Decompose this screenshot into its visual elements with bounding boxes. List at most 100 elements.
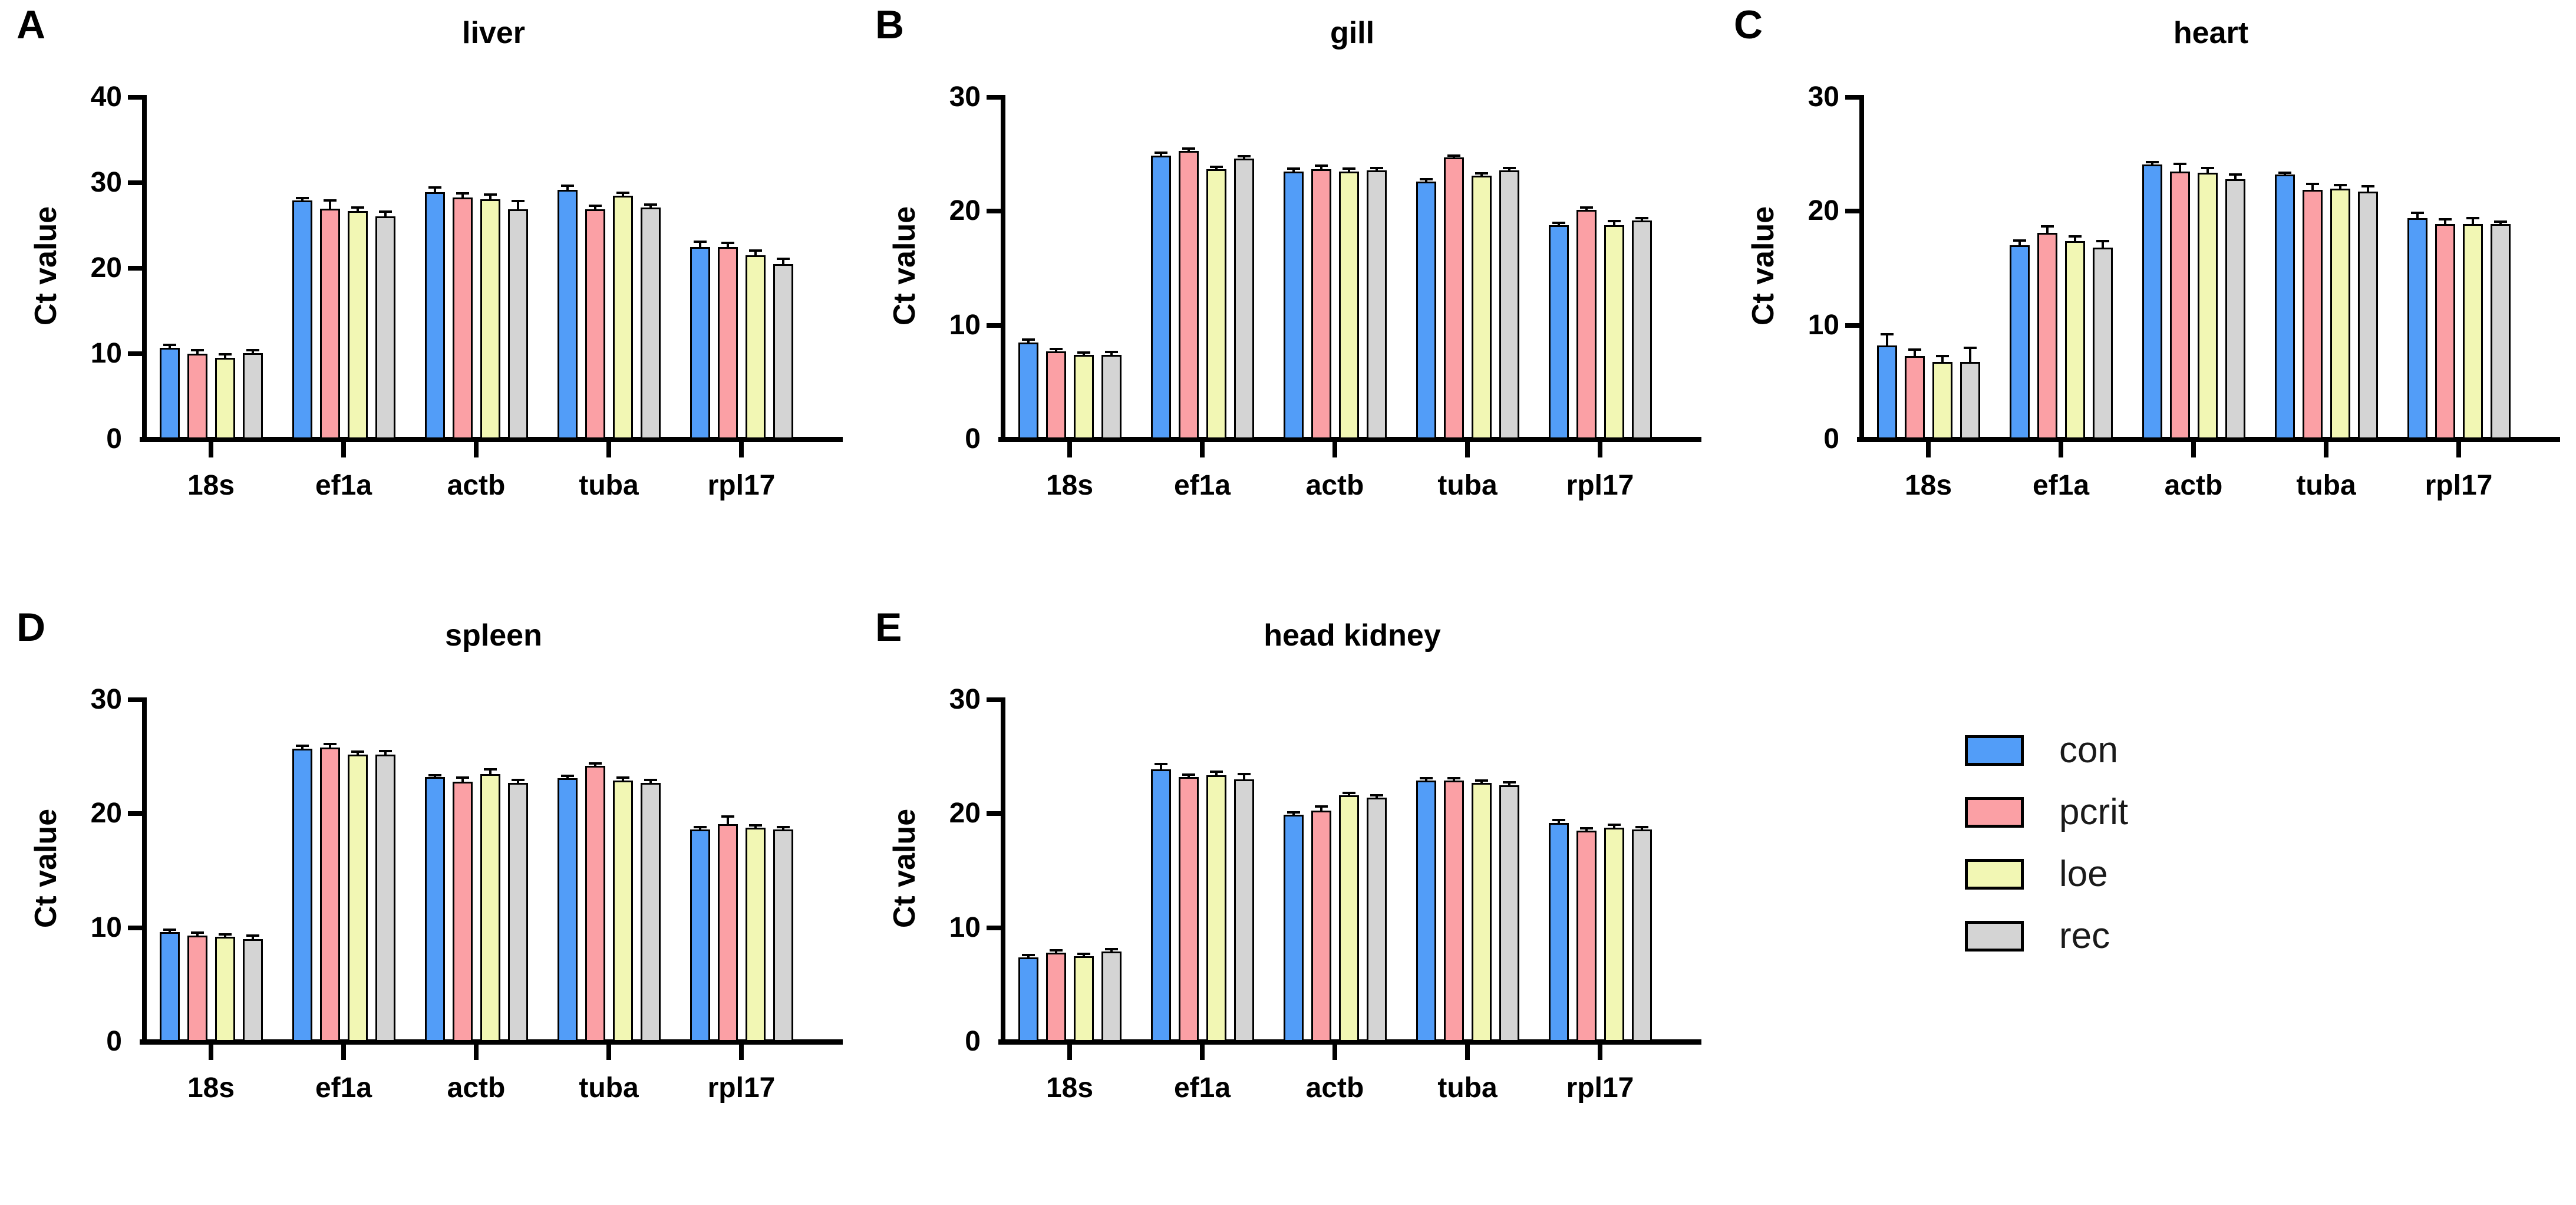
bar-rec-rpl17 [773,264,793,439]
bar-pcrit-18s [1045,953,1066,1042]
error-bar-cap [190,348,204,351]
x-tick-label: ef1a [315,1072,372,1104]
bar-rec-tuba [1499,170,1519,439]
error-bar-line [1082,955,1085,957]
y-tick-label: 10 [1808,309,1839,341]
legend-swatch-pcrit [1965,797,2024,828]
error-bar-cap [616,191,629,194]
error-bar-line [461,195,464,199]
error-bar-cap [2013,239,2026,242]
error-bar-line [1612,825,1615,829]
bar-rec-18s [1101,952,1122,1042]
bar-pcrit-rpl17 [1576,210,1597,439]
error-bar-cap [2068,235,2082,238]
bar-con-actb [2142,164,2162,439]
bar-con-ef1a [292,200,312,439]
bar-rec-18s [242,939,263,1042]
x-tick-label: actb [1305,1072,1364,1104]
bar-rec-ef1a [1233,779,1254,1042]
bar-con-18s [1876,345,1897,439]
error-bar-cap [1552,818,1565,821]
error-bar-line [251,937,254,940]
error-bar-cap [1475,779,1488,782]
error-bar-line [1347,169,1350,173]
x-tick-label: tuba [1437,470,1498,501]
error-bar-line [516,202,519,210]
error-bar-line [1585,208,1588,212]
error-bar-line [1215,772,1218,776]
error-bar-cap [1963,347,1977,350]
error-bar-cap [1552,221,1565,224]
x-tick [209,442,213,457]
bar-rec-actb [1366,798,1387,1042]
error-bar-line [384,752,387,756]
bar-loe-18s [1073,354,1094,439]
error-bar-line [1187,775,1190,779]
bar-con-ef1a [1150,155,1171,439]
bar-pcrit-actb [452,782,473,1042]
bar-rec-tuba [1499,785,1519,1042]
error-bar-cap [1314,805,1328,808]
error-bar-cap [323,199,337,202]
error-bar-cap [511,200,525,203]
bar-rec-rpl17 [1631,829,1652,1042]
bar-loe-ef1a [347,210,368,439]
bar-con-rpl17 [690,246,710,439]
x-tick-label: ef1a [1173,470,1231,501]
x-tick-label: tuba [579,1072,639,1104]
panel-title: heart [2173,16,2249,50]
legend-item-loe: loe [1965,854,2260,900]
error-bar-line [649,206,652,209]
error-bar-cap [246,934,259,937]
bar-loe-ef1a [1206,775,1226,1042]
error-bar-line [2046,228,2049,235]
error-bar-line [2234,176,2237,181]
bar-loe-ef1a [1206,169,1226,439]
x-tick [739,1045,744,1060]
y-tick [987,95,1001,100]
y-tick-label: 0 [1823,423,1839,455]
error-bar-cap [1237,154,1251,157]
error-bar-cap [295,196,309,199]
error-bar-line [328,201,331,210]
error-bar-cap [163,343,176,346]
bar-con-actb [1283,171,1304,439]
x-tick [341,1045,346,1060]
error-bar-cap [323,743,337,746]
error-bar-cap [1635,216,1648,219]
bar-con-tuba [2274,175,2295,439]
error-bar-line [2499,222,2502,225]
error-bar-cap [218,933,232,936]
x-tick-label: ef1a [315,470,372,501]
bar-con-rpl17 [1548,225,1569,439]
x-tick [474,1045,479,1060]
error-bar-line [1452,779,1455,782]
panel-letter: E [875,605,902,650]
bar-pcrit-tuba [585,766,605,1042]
legend-label: con [2059,730,2118,771]
legend-item-pcrit: pcrit [1965,792,2260,838]
legend-item-rec: rec [1965,916,2260,962]
error-bar-cap [2201,166,2214,169]
bar-con-tuba [1416,182,1436,439]
legend-label: pcrit [2059,792,2129,832]
x-tick [739,442,744,457]
error-bar-cap [1077,351,1090,354]
bar-con-18s [1018,957,1038,1042]
y-tick-label: 30 [90,167,122,198]
error-bar-cap [351,206,364,209]
error-bar-cap [2493,220,2507,223]
error-bar-cap [2228,173,2242,176]
error-bar-line [1508,783,1510,786]
error-bar-line [2443,220,2446,225]
error-bar-line [1508,169,1510,172]
bar-pcrit-ef1a [1178,777,1199,1042]
error-bar-cap [2173,163,2186,166]
error-bar-cap [693,825,707,828]
error-bar-line [2150,163,2153,166]
error-bar-cap [1287,167,1300,170]
error-bar-line [1557,223,1560,226]
y-tick-label: 10 [90,338,122,369]
